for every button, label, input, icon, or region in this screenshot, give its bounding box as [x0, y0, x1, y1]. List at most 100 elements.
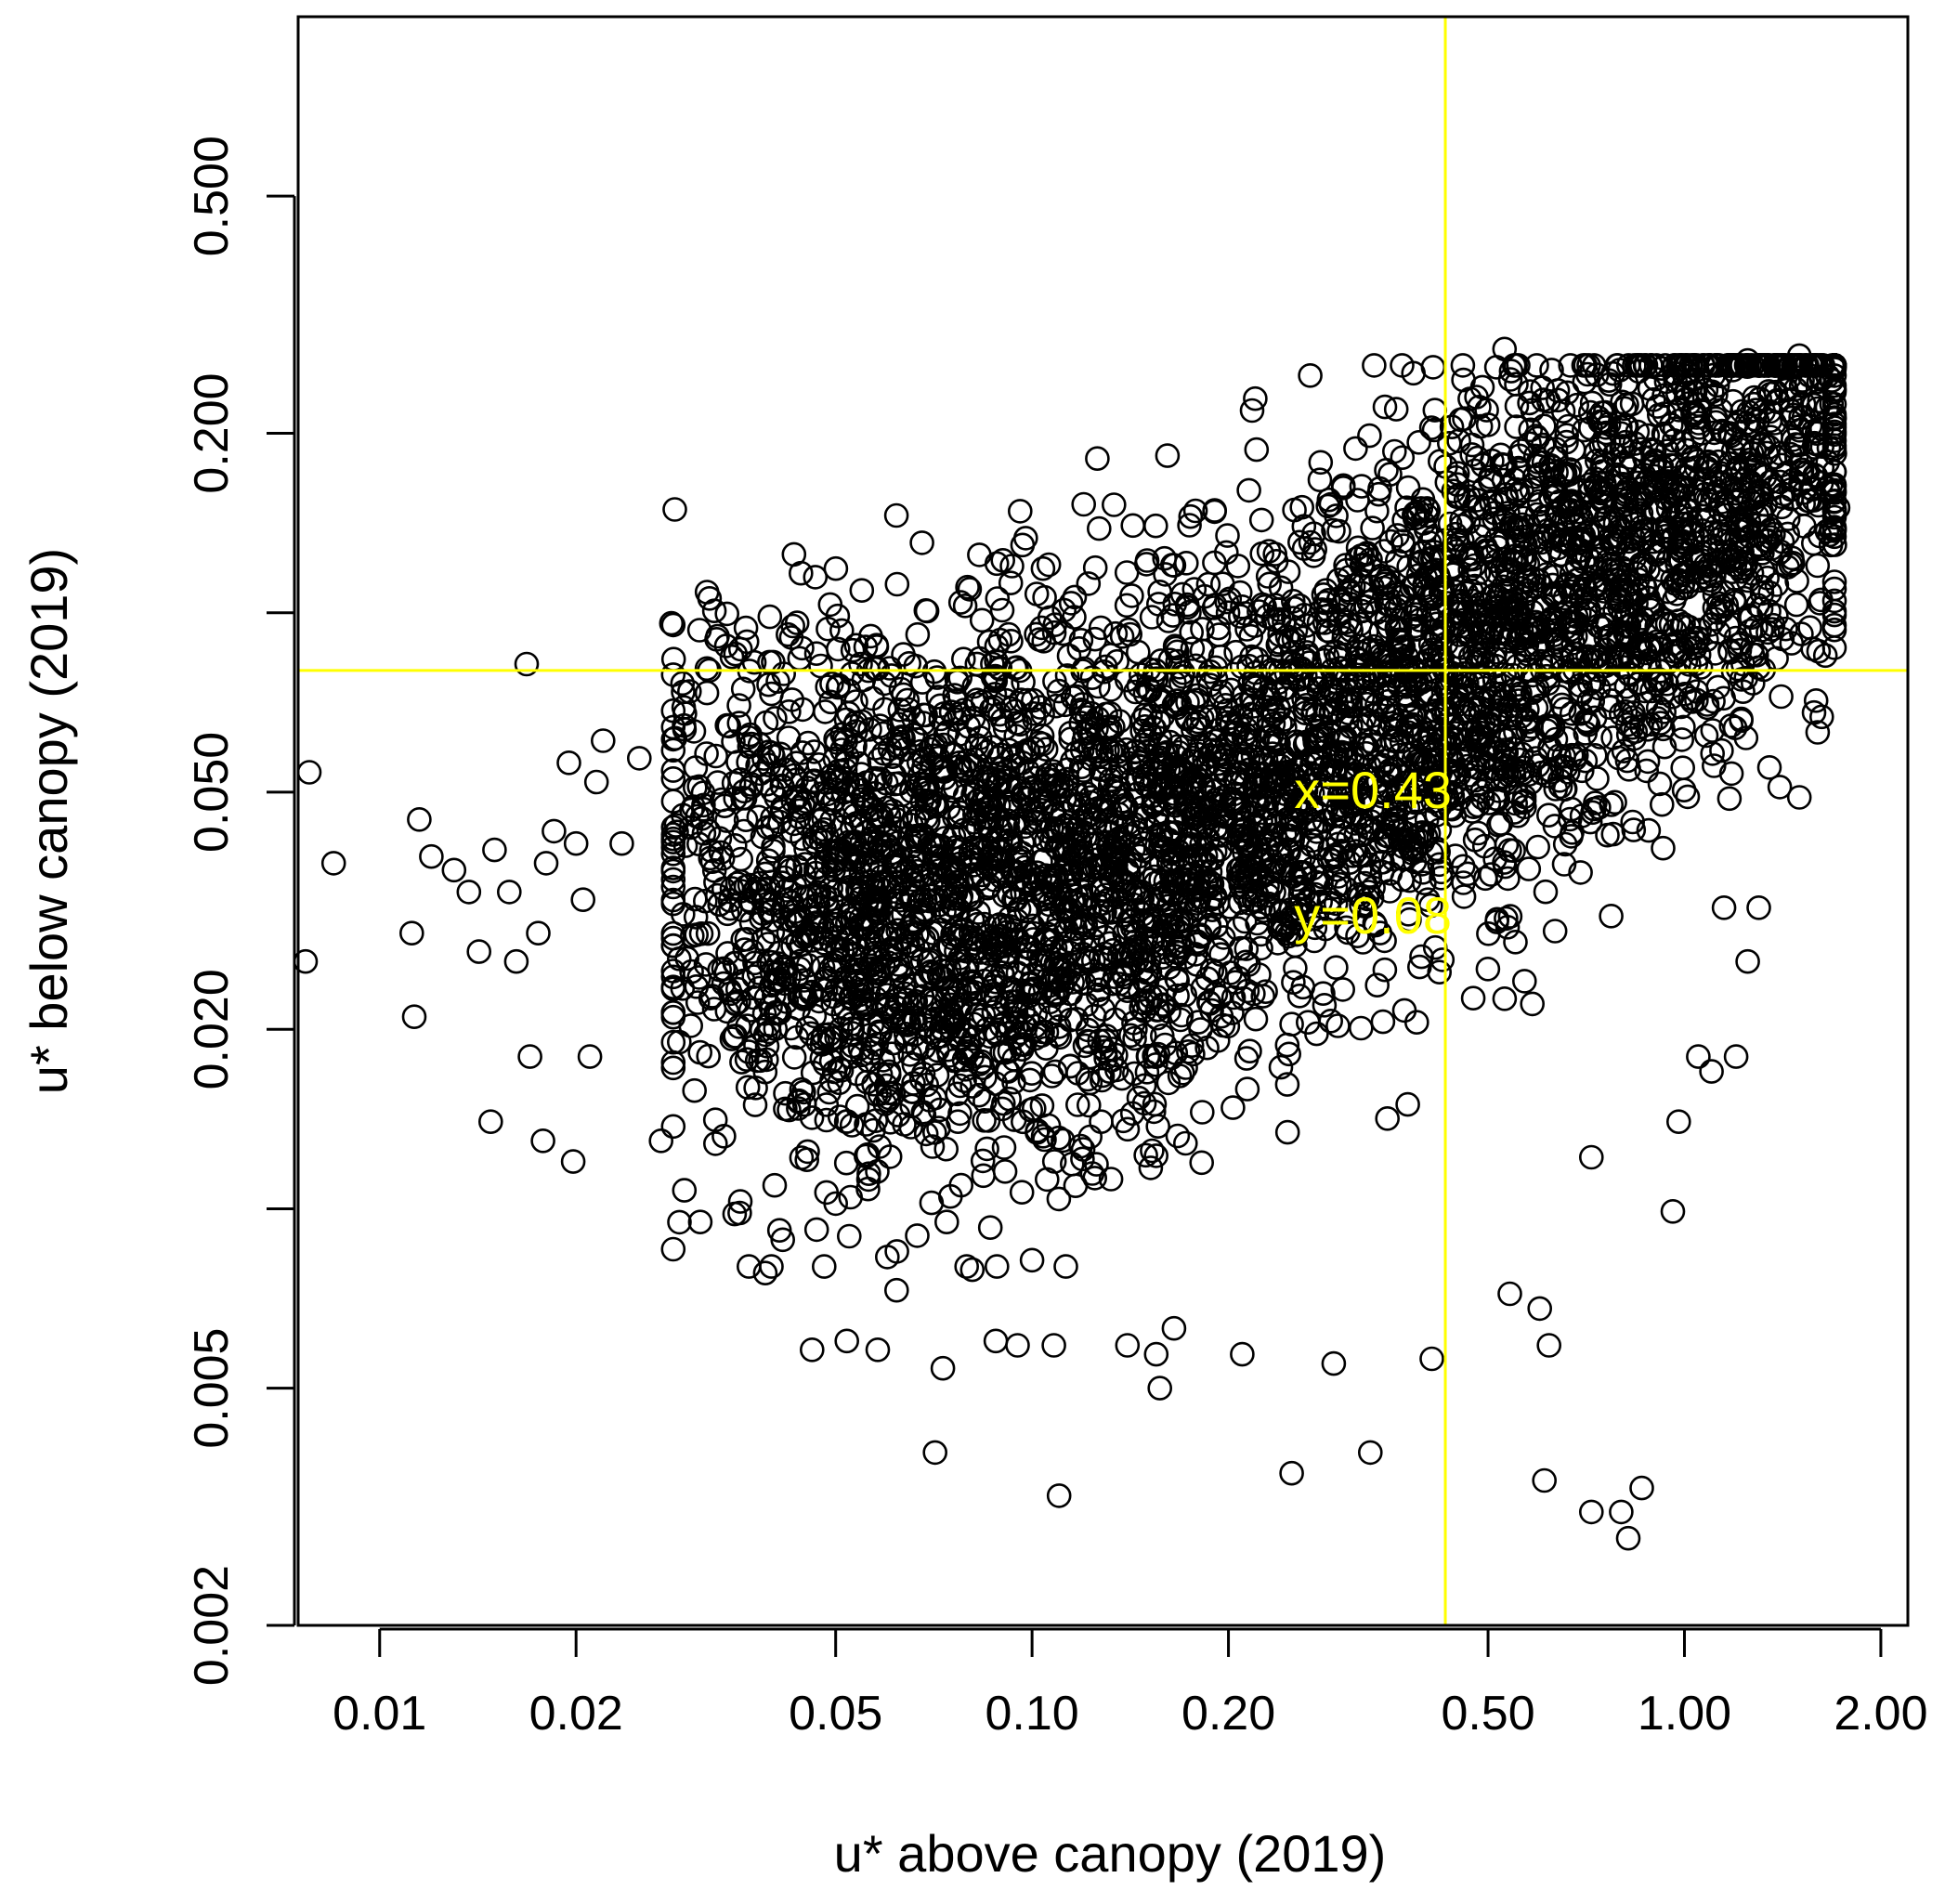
data-point — [1104, 648, 1129, 674]
data-point — [1317, 897, 1342, 923]
data-point — [1236, 477, 1261, 503]
data-point — [984, 551, 1010, 577]
data-point — [1098, 1167, 1124, 1192]
data-point — [1474, 398, 1499, 423]
data-point — [1182, 498, 1208, 524]
data-point — [660, 612, 686, 638]
data-point — [1460, 985, 1486, 1011]
data-point — [843, 632, 869, 659]
data-point — [753, 1047, 779, 1073]
data-point — [972, 1089, 998, 1114]
data-point — [967, 1051, 992, 1076]
data-point — [1248, 507, 1274, 533]
data-point — [1174, 550, 1199, 576]
data-point — [1283, 956, 1308, 981]
data-point — [784, 610, 810, 635]
data-point — [1253, 979, 1278, 1004]
data-point — [914, 598, 940, 624]
data-point — [1058, 591, 1084, 616]
data-point — [742, 1092, 768, 1117]
data-point — [1009, 1180, 1035, 1205]
data-point — [1396, 901, 1421, 927]
data-point — [679, 959, 704, 985]
data-point — [1163, 944, 1188, 969]
data-point — [660, 1055, 686, 1081]
data-point — [1230, 796, 1256, 822]
data-point — [660, 1236, 686, 1262]
data-point — [1217, 586, 1243, 612]
data-point — [1497, 838, 1522, 863]
data-point — [1053, 1254, 1078, 1279]
data-point — [1088, 615, 1114, 641]
data-point — [1210, 571, 1235, 597]
data-point — [1234, 949, 1259, 975]
data-point — [1134, 1060, 1160, 1085]
data-point — [1599, 903, 1624, 929]
data-point — [1036, 552, 1062, 578]
data-point — [964, 651, 990, 677]
data-point — [692, 888, 718, 914]
data-point — [909, 530, 934, 555]
data-point — [861, 1117, 886, 1143]
data-point — [711, 956, 737, 982]
data-point — [1030, 1124, 1056, 1149]
data-point — [735, 1075, 761, 1100]
data-point — [663, 813, 689, 838]
data-point — [1497, 904, 1523, 929]
data-point — [1077, 1070, 1103, 1096]
data-point — [660, 829, 686, 855]
data-point — [823, 555, 849, 581]
data-point — [660, 959, 686, 984]
data-point — [1051, 1128, 1076, 1154]
data-point — [819, 763, 845, 789]
data-point — [814, 1092, 840, 1117]
data-point — [1086, 904, 1111, 929]
data-point — [1228, 604, 1253, 629]
data-point — [1243, 385, 1268, 411]
data-point — [838, 1184, 864, 1210]
data-point — [849, 578, 875, 604]
data-point — [1085, 446, 1110, 472]
data-point — [1325, 1013, 1351, 1038]
data-point — [1098, 677, 1124, 702]
data-point — [1669, 727, 1694, 752]
data-point — [660, 662, 686, 687]
data-point — [1821, 588, 1847, 614]
data-point — [1609, 555, 1635, 580]
data-point — [1119, 583, 1144, 608]
data-point — [1307, 467, 1333, 493]
data-point — [1733, 725, 1759, 750]
data-point — [1082, 1166, 1107, 1191]
data-point — [1475, 957, 1501, 982]
data-point — [1504, 372, 1529, 397]
data-point — [829, 618, 855, 644]
data-point — [1138, 1155, 1164, 1180]
data-point — [924, 1063, 950, 1088]
data-point — [1498, 359, 1524, 384]
data-point — [1375, 1106, 1400, 1131]
data-point — [1133, 1142, 1158, 1168]
data-point — [1165, 968, 1190, 994]
data-point — [1577, 809, 1603, 835]
data-point — [1126, 1085, 1152, 1111]
data-point — [660, 1000, 686, 1025]
data-point — [1725, 656, 1751, 682]
data-point — [1352, 870, 1377, 896]
data-point — [1729, 667, 1755, 692]
data-point — [1816, 436, 1842, 461]
data-point — [920, 1134, 946, 1159]
data-point — [719, 1026, 745, 1051]
data-point — [881, 763, 906, 789]
data-point — [1551, 852, 1577, 877]
data-point — [1232, 908, 1258, 934]
data-point — [694, 656, 720, 682]
data-point — [702, 1131, 728, 1156]
data-point — [1524, 353, 1549, 378]
data-point — [985, 586, 1011, 611]
data-point — [1383, 397, 1409, 422]
data-point — [1546, 387, 1571, 413]
data-point — [1176, 1039, 1201, 1064]
data-point — [1595, 822, 1620, 848]
data-point — [814, 920, 840, 946]
